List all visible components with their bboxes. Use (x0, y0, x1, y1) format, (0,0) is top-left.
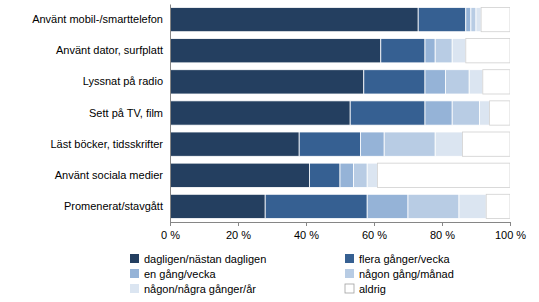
y-tick: Lyssnat på radio (83, 75, 163, 87)
bar-segment (340, 163, 354, 187)
bar-segment (425, 70, 445, 94)
bar-segment (483, 70, 510, 94)
bar-segment (377, 163, 510, 187)
x-tick: 0 % (161, 222, 180, 241)
bar-segment (170, 101, 350, 125)
y-tick-label: Använt sociala medier (55, 169, 164, 181)
legend-label: dagligen/nästan dagligen (144, 253, 266, 265)
bar-segment (170, 7, 418, 31)
bar-segment (471, 7, 476, 31)
bar-segment (435, 132, 462, 156)
legend-label: någon gång/månad (359, 268, 454, 280)
y-tick: Promenerat/stavgått (64, 200, 163, 212)
bar-segment (367, 163, 377, 187)
x-tick: 100 % (495, 222, 526, 241)
y-tick-label: Använt mobil-/smarttelefon (32, 13, 163, 25)
legend-swatch (345, 269, 354, 278)
x-tick-label: 40 % (294, 229, 319, 241)
legend: dagligen/nästan dagligen flera gånger/vec… (130, 253, 454, 295)
bar-segment (490, 101, 510, 125)
bar-segment (408, 194, 459, 218)
bar-segment (367, 194, 408, 218)
legend-swatch (130, 269, 139, 278)
bar-segment (170, 39, 381, 63)
bar-segment (309, 163, 340, 187)
y-tick-label: Lyssnat på radio (83, 75, 163, 87)
x-tick-mark (170, 222, 171, 226)
y-tick-label: Läst böcker, tidsskrifter (51, 138, 164, 150)
bar-segment (170, 163, 309, 187)
x-tick: 20 % (226, 222, 251, 241)
bar-segment (476, 7, 481, 31)
y-tick: Använt sociala medier (55, 169, 164, 181)
bar-segment (299, 132, 360, 156)
bar-segment (354, 163, 368, 187)
x-tick-mark (238, 222, 239, 226)
y-axis: Använt mobil-/smarttelefon Använt dator, … (32, 5, 170, 223)
bar-segment (479, 101, 489, 125)
x-tick-label: 60 % (362, 229, 387, 241)
legend-swatch (130, 284, 139, 293)
legend-swatch (345, 284, 354, 293)
bar-segment (425, 39, 435, 63)
bar-segment (469, 70, 483, 94)
bar-segment (466, 7, 471, 31)
legend-label: aldrig (359, 283, 386, 295)
y-tick-label: Promenerat/stavgått (64, 200, 163, 212)
bar-segment (170, 194, 265, 218)
x-tick-label: 80 % (430, 229, 455, 241)
bar-segment (170, 70, 364, 94)
bar-segment (364, 70, 425, 94)
bar-segment (360, 132, 384, 156)
chart: 0 % 20 % 40 % 60 % 80 % 100 % Använt mobil-/sm… (0, 0, 539, 302)
bar-segment (452, 39, 466, 63)
y-tick: Läst böcker, tidsskrifter (51, 138, 164, 150)
x-tick-label: 20 % (226, 229, 251, 241)
bar-segment (384, 132, 435, 156)
bar-segment (418, 7, 466, 31)
y-tick-label: Använt dator, surfplatt (56, 44, 163, 56)
bar-segment (350, 101, 425, 125)
bar-segment (435, 39, 452, 63)
x-tick-mark (510, 222, 511, 226)
bar-segment (466, 39, 510, 63)
x-tick-mark (374, 222, 375, 226)
legend-swatch (130, 254, 139, 263)
x-tick: 60 % (362, 222, 387, 241)
y-tick: Använt mobil-/smarttelefon (32, 13, 163, 25)
x-tick: 40 % (294, 222, 319, 241)
y-axis-line (170, 5, 171, 223)
legend-label: flera gånger/vecka (359, 253, 450, 265)
legend-label: någon/några gånger/år (144, 283, 256, 295)
y-tick-label: Sett på TV, film (89, 107, 163, 119)
bar-segment (170, 132, 299, 156)
x-tick-label: 0 % (161, 229, 180, 241)
bar-segment (481, 7, 510, 31)
bar-segment (486, 194, 510, 218)
bar-segment (452, 101, 479, 125)
bars (170, 7, 510, 218)
bar-segment (445, 70, 469, 94)
bar-segment (459, 194, 486, 218)
x-tick-label: 100 % (495, 229, 526, 241)
legend-label: en gång/vecka (144, 268, 216, 280)
x-tick: 80 % (430, 222, 455, 241)
x-tick-mark (306, 222, 307, 226)
legend-swatch (345, 254, 354, 263)
bar-segment (425, 101, 452, 125)
x-axis-line (171, 223, 511, 227)
y-tick: Sett på TV, film (89, 107, 163, 119)
bar-segment (381, 39, 425, 63)
bar-segment (462, 132, 510, 156)
x-axis: 0 % 20 % 40 % 60 % 80 % 100 % (161, 222, 526, 241)
bar-segment (265, 194, 367, 218)
y-tick: Använt dator, surfplatt (56, 44, 163, 56)
x-tick-mark (442, 222, 443, 226)
